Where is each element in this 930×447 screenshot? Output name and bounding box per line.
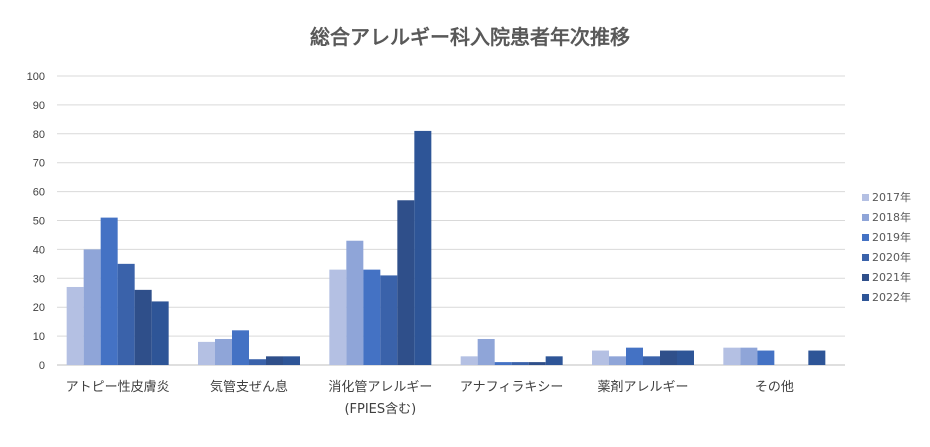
bar	[660, 350, 677, 365]
gridlines	[57, 75, 845, 366]
bar	[215, 338, 232, 365]
x-tick-label: アトピー性皮膚炎	[66, 379, 170, 395]
bar	[397, 200, 415, 365]
x-tick-label: (FPIES含む)	[344, 401, 416, 417]
legend-swatch	[862, 194, 869, 201]
bar	[329, 269, 347, 365]
legend-swatch	[862, 294, 869, 301]
bar	[460, 356, 478, 365]
bar	[643, 356, 660, 365]
bar	[380, 275, 398, 365]
legend-label: 2019年	[872, 230, 911, 244]
y-tick-label: 70	[33, 158, 45, 170]
legend-swatch	[862, 274, 869, 281]
legend-label: 2017年	[872, 190, 911, 204]
legend-swatch	[862, 214, 869, 221]
bar	[232, 330, 249, 365]
bar	[626, 347, 643, 365]
x-tick-label: 消化管アレルギー	[328, 380, 432, 395]
bar	[808, 350, 826, 365]
legend: 2017年 2018年 2019年 2020年 2021年 2022年	[862, 190, 911, 304]
bar	[363, 269, 381, 365]
legend-label: 2018年	[872, 210, 911, 224]
bar	[151, 301, 169, 365]
y-tick-label: 10	[33, 331, 45, 343]
legend-label: 2020年	[872, 250, 911, 264]
bar	[266, 356, 283, 365]
bar	[100, 217, 118, 365]
y-tick-label: 60	[33, 187, 45, 199]
bar	[117, 263, 135, 365]
y-tick-label: 20	[33, 302, 45, 314]
chart-title: 総合アレルギー科入院患者年次推移	[310, 25, 630, 49]
x-axis-ticks: アトピー性皮膚炎 気管支ぜん息 消化管アレルギー (FPIES含む) アナフィラキシー 薬…	[66, 379, 794, 417]
bar	[414, 130, 432, 365]
y-tick-label: 30	[33, 273, 45, 285]
bar	[740, 347, 758, 365]
legend-label: 2022年	[872, 290, 911, 304]
bar	[134, 289, 152, 365]
bar	[609, 356, 626, 365]
bars	[66, 130, 826, 365]
bar	[198, 341, 215, 365]
x-tick-label: 薬剤アレルギー	[597, 379, 688, 395]
legend-swatch	[862, 234, 869, 241]
y-tick-label: 80	[33, 129, 45, 141]
bar	[83, 249, 101, 365]
legend-label: 2021年	[872, 270, 911, 284]
x-tick-label: アナフィラキシー	[460, 380, 563, 395]
y-tick-label: 50	[33, 216, 45, 228]
bar	[283, 356, 300, 365]
y-tick-label: 40	[33, 244, 45, 256]
bar	[592, 350, 609, 365]
bar	[346, 240, 364, 365]
bar	[66, 286, 84, 365]
y-tick-label: 100	[27, 71, 45, 83]
bar	[757, 350, 775, 365]
bar	[494, 362, 512, 365]
bar	[677, 350, 694, 365]
y-tick-label: 0	[39, 360, 45, 372]
bar	[723, 347, 741, 365]
bar	[528, 362, 546, 365]
bar	[249, 359, 266, 365]
x-tick-label: 気管支ぜん息	[210, 379, 288, 395]
bar	[477, 338, 495, 365]
x-tick-label: その他	[755, 380, 794, 395]
y-tick-label: 90	[33, 100, 45, 112]
legend-swatch	[862, 254, 869, 261]
y-axis-ticks: 0 10 20 30 40 50 60 70 80 90 100	[27, 71, 45, 372]
bar	[511, 362, 529, 365]
bar	[545, 356, 563, 365]
